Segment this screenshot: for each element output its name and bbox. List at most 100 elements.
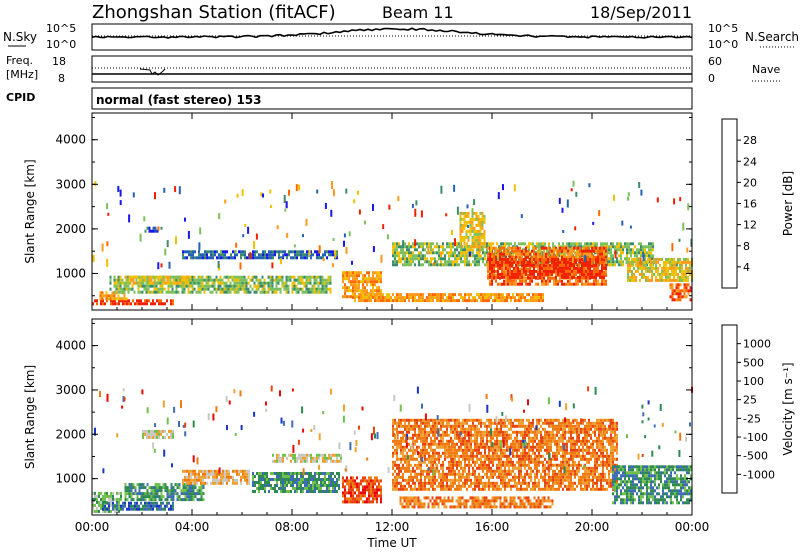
power-cell [237, 284, 240, 288]
velocity-cell [232, 478, 234, 482]
velocity-cell [266, 475, 268, 478]
velocity-cell [404, 421, 406, 425]
velocity-cell [154, 483, 157, 487]
power-cell [199, 284, 202, 288]
power-cell [321, 287, 324, 291]
power-cell [507, 246, 509, 250]
power-cell [112, 302, 114, 306]
power-cell [647, 260, 649, 264]
velocity-cell [402, 466, 404, 470]
power-cell [532, 242, 534, 246]
power-cell [477, 220, 480, 224]
power-cell [206, 250, 208, 254]
velocity-cell [186, 498, 189, 502]
velocity-cell [104, 507, 106, 511]
power-cell [442, 257, 444, 261]
velocity-cell [398, 472, 400, 476]
velocity-cell [408, 430, 410, 434]
power-cell [144, 229, 147, 233]
power-cell [603, 275, 605, 279]
power-cell [203, 287, 206, 291]
power-cell [305, 284, 308, 288]
velocity-cell [124, 498, 127, 502]
power-cell [559, 276, 561, 280]
power-cell [507, 272, 509, 276]
velocity-cell [370, 491, 372, 495]
power-cell [685, 283, 688, 287]
velocity-cell [134, 501, 136, 505]
power-cell [198, 242, 201, 251]
power-cell [499, 276, 501, 280]
power-cell [573, 272, 575, 276]
velocity-cell [188, 472, 190, 476]
velocity-cell [282, 472, 284, 475]
velocity-cell [434, 427, 436, 431]
power-cell [430, 299, 432, 303]
velocity-cell [306, 490, 308, 493]
power-cell [378, 286, 380, 290]
power-cell [286, 256, 288, 260]
power-cell [605, 255, 607, 259]
power-cell [138, 281, 141, 285]
power-cell [199, 281, 202, 285]
velocity-cell [252, 484, 254, 487]
velocity-cell [420, 475, 422, 479]
power-cell [663, 278, 665, 282]
power-cell [239, 275, 242, 279]
power-cell [557, 249, 559, 253]
power-cell [332, 253, 334, 257]
power-cell [210, 253, 212, 257]
power-cell [237, 287, 240, 291]
velocity-cell [352, 488, 354, 492]
power-cell [432, 296, 434, 300]
velocity-cell [112, 507, 114, 511]
power-cell [125, 284, 128, 288]
velocity-cell [366, 482, 368, 486]
power-cell [451, 230, 453, 235]
power-cell [131, 284, 134, 288]
power-cell [521, 272, 523, 276]
velocity-cell [440, 487, 442, 491]
power-cell [667, 275, 669, 279]
velocity-cell [114, 506, 116, 510]
power-cell [398, 242, 400, 246]
velocity-cell [120, 494, 122, 498]
power-cell [396, 260, 398, 264]
velocity-cell [434, 433, 436, 437]
velocity-cell [284, 490, 286, 493]
power-cell [681, 295, 684, 299]
power-cell [432, 242, 434, 246]
power-cell [291, 287, 294, 291]
power-cell [575, 255, 577, 259]
power-cell [679, 295, 682, 299]
velocity-cell [152, 501, 154, 505]
power-cell [604, 242, 606, 246]
power-cell [689, 298, 692, 302]
power-cell [551, 255, 553, 259]
power-cell [603, 270, 605, 274]
power-cell [527, 275, 529, 279]
power-cell [273, 287, 276, 291]
velocity-cell [434, 424, 436, 428]
power-cell [553, 246, 555, 250]
power-cell [500, 299, 502, 303]
power-cell [279, 290, 282, 294]
power-cell [577, 266, 579, 270]
velocity-cell [224, 472, 226, 476]
power-cell [446, 251, 448, 255]
power-cell [233, 281, 236, 285]
power-cell [282, 254, 285, 259]
power-cell [137, 290, 140, 294]
power-cell [422, 245, 424, 249]
power-cell [400, 296, 402, 300]
power-cell [376, 286, 378, 290]
velocity-cell [156, 504, 158, 508]
power-cell [535, 269, 537, 273]
power-cell [474, 257, 476, 261]
power-cell [234, 256, 236, 260]
velocity-cell [126, 507, 128, 511]
power-cell [404, 251, 406, 255]
velocity-cell [342, 482, 344, 486]
power-cell [159, 290, 162, 294]
power-cell [627, 260, 629, 264]
